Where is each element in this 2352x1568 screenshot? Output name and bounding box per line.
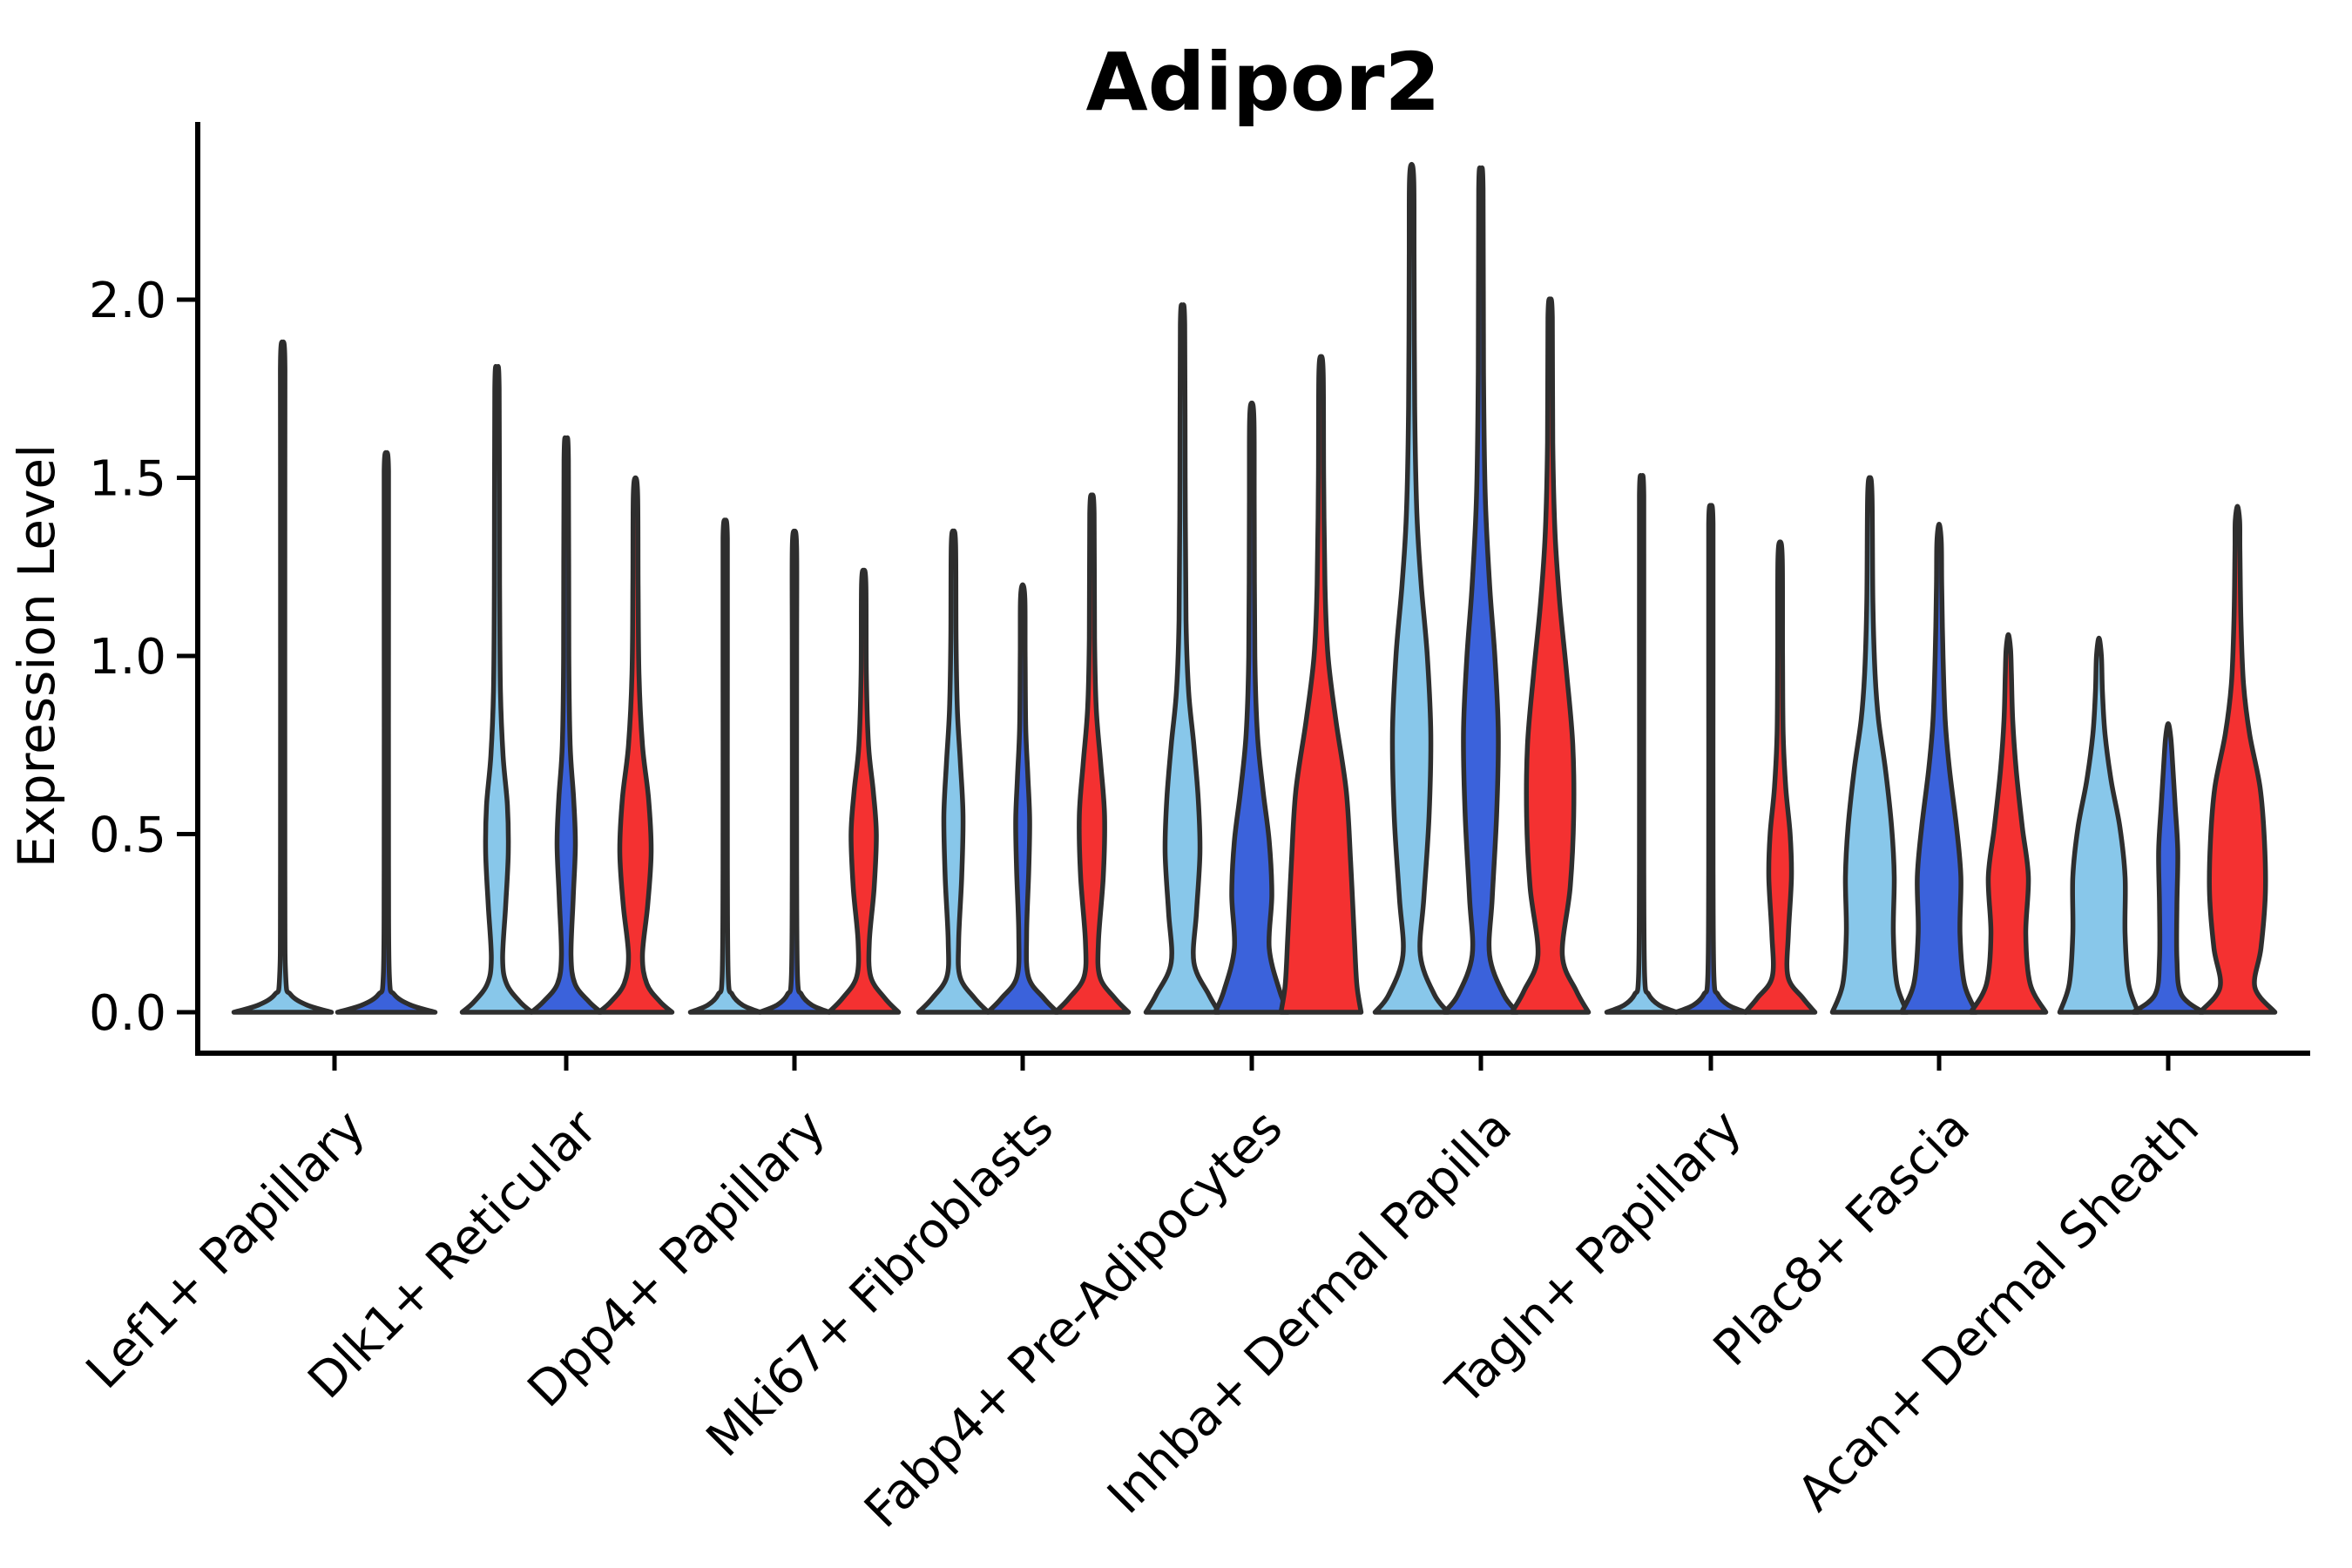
violin-2-series0 — [687, 517, 763, 1015]
violin-8-series0 — [2057, 635, 2141, 1015]
y-tick-label: 1.5 — [89, 451, 166, 508]
violin-1-series1 — [529, 435, 604, 1015]
violin-7-series2 — [1968, 632, 2049, 1015]
x-tick-label: Acan+ Dermal Sheath — [1787, 1099, 2210, 1523]
x-tick-label: Fabp4+ Pre-Adipocytes — [854, 1099, 1294, 1539]
violin-2-series2 — [826, 567, 902, 1015]
y-tick-label: 0.5 — [89, 808, 166, 864]
violin-8-series1 — [2131, 720, 2206, 1015]
chart-title: Adipor2 — [1085, 36, 1440, 129]
x-tick-label: Inhba+ Dermal Papilla — [1097, 1099, 1523, 1525]
violin-4-series2 — [1278, 354, 1364, 1015]
violin-7-series0 — [1829, 475, 1910, 1015]
y-axis-label: Expression Level — [7, 444, 66, 868]
violin-7-series1 — [1899, 521, 1979, 1015]
violin-5-series2 — [1509, 296, 1592, 1015]
violin-6-series0 — [1604, 473, 1680, 1015]
y-tick-label: 0.0 — [89, 985, 166, 1042]
y-tick-label: 1.0 — [89, 629, 166, 686]
violin-2-series1 — [757, 528, 832, 1015]
violin-1-series0 — [459, 363, 535, 1015]
violin-8-series2 — [2197, 504, 2278, 1015]
y-tick-label: 2.0 — [89, 273, 166, 329]
violin-1-series2 — [596, 475, 675, 1015]
violin-3-series2 — [1052, 492, 1132, 1015]
violins-layer — [231, 161, 2278, 1015]
violin-3-series1 — [985, 582, 1060, 1015]
violin-6-series2 — [1742, 539, 1818, 1015]
violin-5-series0 — [1372, 161, 1451, 1015]
violin-3-series0 — [916, 528, 991, 1015]
violin-5-series1 — [1442, 165, 1520, 1015]
violin-4-series0 — [1143, 302, 1222, 1015]
violin-0-series1 — [335, 449, 438, 1015]
violin-0-series0 — [231, 339, 335, 1015]
axes-layer — [177, 122, 2310, 1071]
violin-4-series1 — [1213, 400, 1291, 1015]
violin-6-series1 — [1673, 503, 1748, 1015]
